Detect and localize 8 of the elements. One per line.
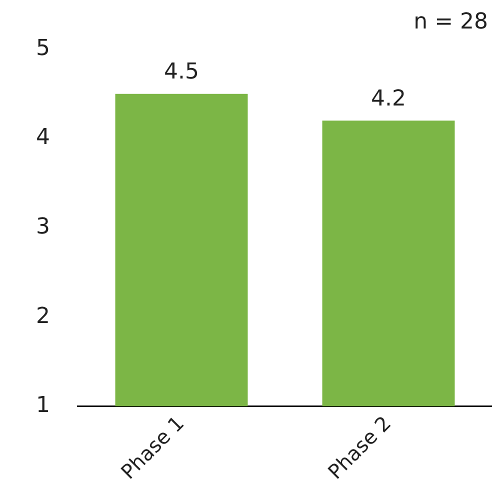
y-tick-label: 3 — [36, 214, 50, 240]
y-tick-label: 4 — [36, 125, 50, 150]
data-label: 4.5 — [164, 60, 199, 85]
text: n = 28 — [414, 10, 488, 35]
y-tick-label: 1 — [36, 393, 50, 418]
y-tick-label: 5 — [36, 36, 50, 61]
data-label: 4.2 — [371, 86, 406, 112]
y-tick-label: 2 — [36, 304, 50, 329]
